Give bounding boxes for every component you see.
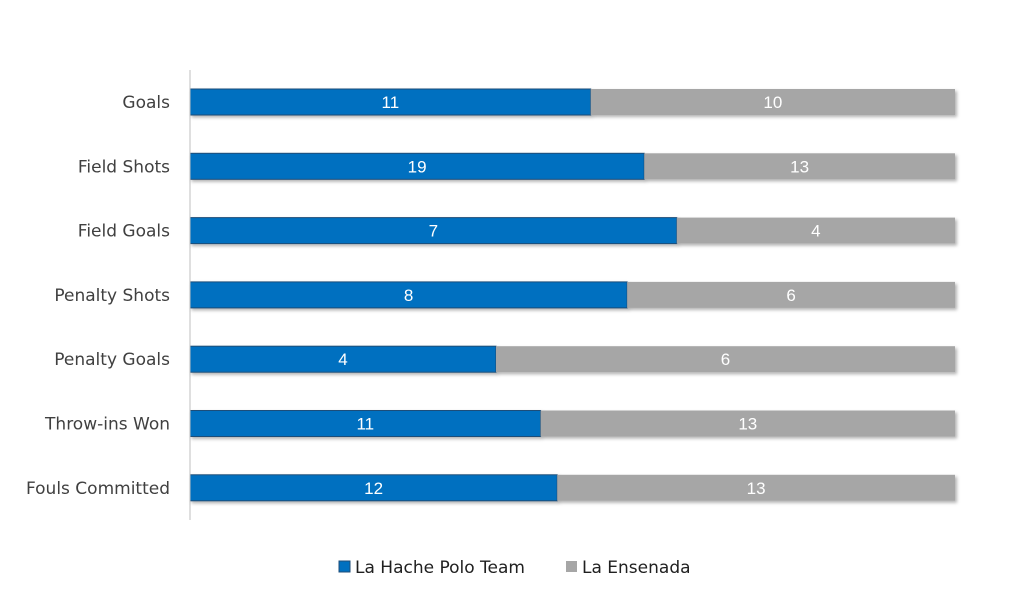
category-label: Penalty Goals xyxy=(54,350,170,370)
data-label: 11 xyxy=(356,415,374,434)
category-label: Goals xyxy=(122,93,170,113)
bar-la-ensenada xyxy=(496,346,955,373)
data-label: 7 xyxy=(429,222,438,241)
legend-label: La Hache Polo Team xyxy=(355,558,525,578)
bar-la-hache xyxy=(189,152,645,180)
bar-la-hache xyxy=(189,410,542,437)
data-label: 4 xyxy=(338,350,347,369)
data-label: 6 xyxy=(721,350,730,369)
category-label: Field Goals xyxy=(78,222,170,242)
legend: La Hache Polo Team La Ensenada xyxy=(338,558,691,578)
data-label: 10 xyxy=(763,93,782,112)
legend-swatch-la-hache xyxy=(338,560,351,573)
category-label: Throw-ins Won xyxy=(44,415,170,435)
bar-la-ensenada xyxy=(540,410,955,437)
data-label: 13 xyxy=(738,415,757,434)
data-label: 4 xyxy=(811,222,820,241)
bar-la-hache xyxy=(189,88,592,116)
data-label: 13 xyxy=(747,479,766,498)
data-label: 12 xyxy=(364,479,383,498)
data-label: 6 xyxy=(786,286,795,305)
bar-la-ensenada xyxy=(644,153,955,180)
bar-la-hache xyxy=(189,281,628,309)
bar-la-ensenada xyxy=(627,281,955,308)
category-label: Fouls Committed xyxy=(26,479,170,499)
data-label: 19 xyxy=(408,157,427,176)
data-label: 11 xyxy=(382,93,400,112)
bar-la-ensenada xyxy=(557,474,955,501)
bar-la-ensenada xyxy=(676,217,955,244)
data-label: 13 xyxy=(790,157,809,176)
category-label: Field Shots xyxy=(78,157,170,177)
legend-swatch-la-ensenada xyxy=(566,561,577,572)
bar-la-hache xyxy=(189,345,497,373)
bar-la-ensenada xyxy=(590,89,955,115)
legend-label: La Ensenada xyxy=(582,558,691,578)
data-label: 8 xyxy=(404,286,413,305)
category-label: Penalty Shots xyxy=(54,286,170,306)
